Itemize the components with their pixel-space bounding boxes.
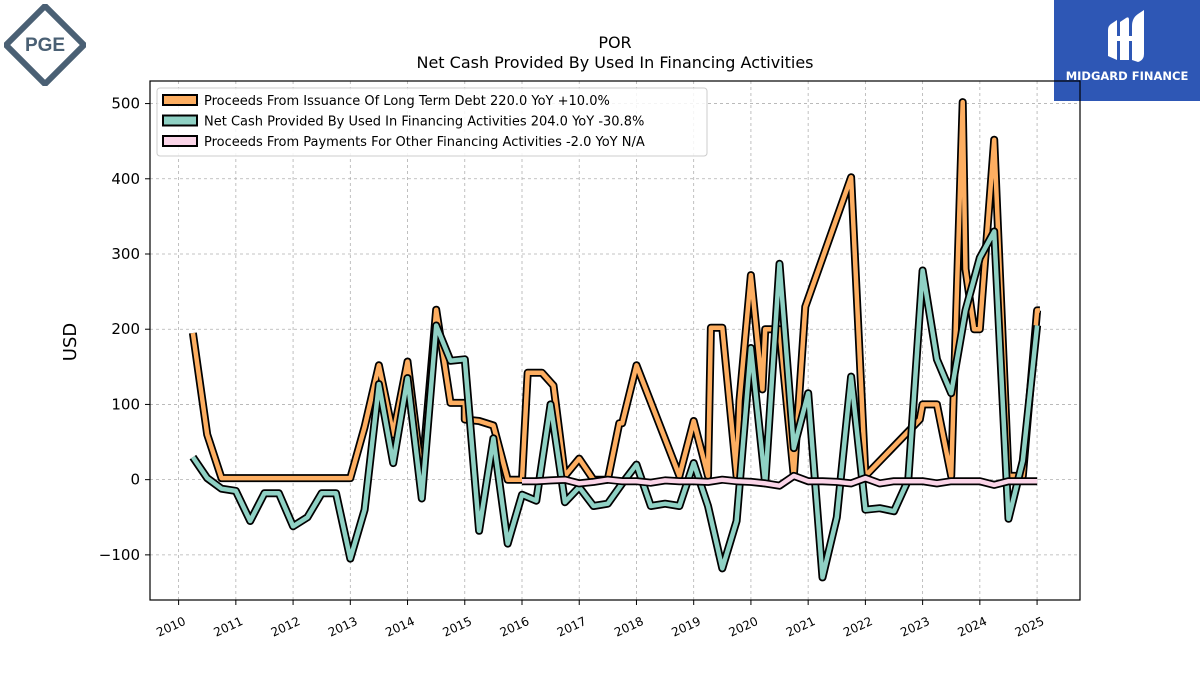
pge-logo: PGE — [1, 1, 89, 89]
y-tick-label: −100 — [99, 546, 140, 564]
x-tick-label: 2013 — [326, 614, 360, 640]
axis-ticks: −100 0 100 200 300 400 500 2010 2011 2012 2013 2014… — [99, 95, 1047, 640]
x-tick-label: 2015 — [440, 614, 474, 640]
legend-label-1: Net Cash Provided By Used In Financing A… — [204, 115, 644, 130]
series-line-2 — [522, 473, 1038, 488]
series-line-1 — [191, 229, 1040, 580]
series-lines — [188, 98, 1042, 582]
legend: Proceeds From Issuance Of Long Term Debt… — [156, 87, 708, 157]
grid — [150, 81, 1080, 600]
x-tick-label: 2023 — [898, 614, 932, 640]
legend-label-2: Proceeds From Payments For Other Financi… — [204, 135, 645, 150]
y-tick-label: 400 — [111, 170, 140, 188]
chart-title: POR — [598, 33, 631, 52]
midgard-mark-icon — [1108, 10, 1144, 62]
x-tick-label: 2014 — [383, 614, 417, 640]
x-tick-label: 2020 — [727, 614, 761, 640]
y-tick-label: 0 — [130, 471, 140, 489]
y-tick-label: 200 — [111, 320, 140, 338]
pge-logo-text: PGE — [25, 35, 65, 56]
y-axis-label: USD — [60, 323, 81, 361]
midgard-logo-text: MIDGARD FINANCE — [1065, 69, 1189, 83]
legend-swatch-1 — [162, 114, 198, 127]
legend-swatch-0 — [162, 94, 198, 106]
chart-subtitle: Net Cash Provided By Used In Financing A… — [416, 53, 813, 72]
plot-area — [149, 80, 1081, 601]
x-tick-label: 2018 — [612, 614, 646, 640]
x-tick-label: 2022 — [841, 614, 875, 640]
midgard-finance-logo: MIDGARD FINANCE — [1054, 0, 1200, 101]
x-tick-label: 2024 — [956, 614, 990, 640]
x-tick-label: 2010 — [154, 614, 188, 640]
legend-label-0: Proceeds From Issuance Of Long Term Debt… — [204, 94, 610, 109]
legend-box — [156, 87, 708, 157]
x-tick-label: 2017 — [555, 614, 589, 640]
x-tick-label: 2012 — [269, 614, 303, 640]
y-tick-label: 100 — [111, 395, 140, 413]
x-tick-label: 2016 — [498, 614, 532, 640]
legend-swatch-2 — [162, 135, 198, 147]
x-tick-label: 2011 — [212, 614, 246, 640]
x-tick-label: 2025 — [1013, 614, 1047, 640]
y-tick-label: 300 — [111, 245, 140, 263]
x-tick-label: 2021 — [784, 614, 818, 640]
y-tick-label: 500 — [111, 95, 140, 113]
x-tick-label: 2019 — [669, 614, 703, 640]
